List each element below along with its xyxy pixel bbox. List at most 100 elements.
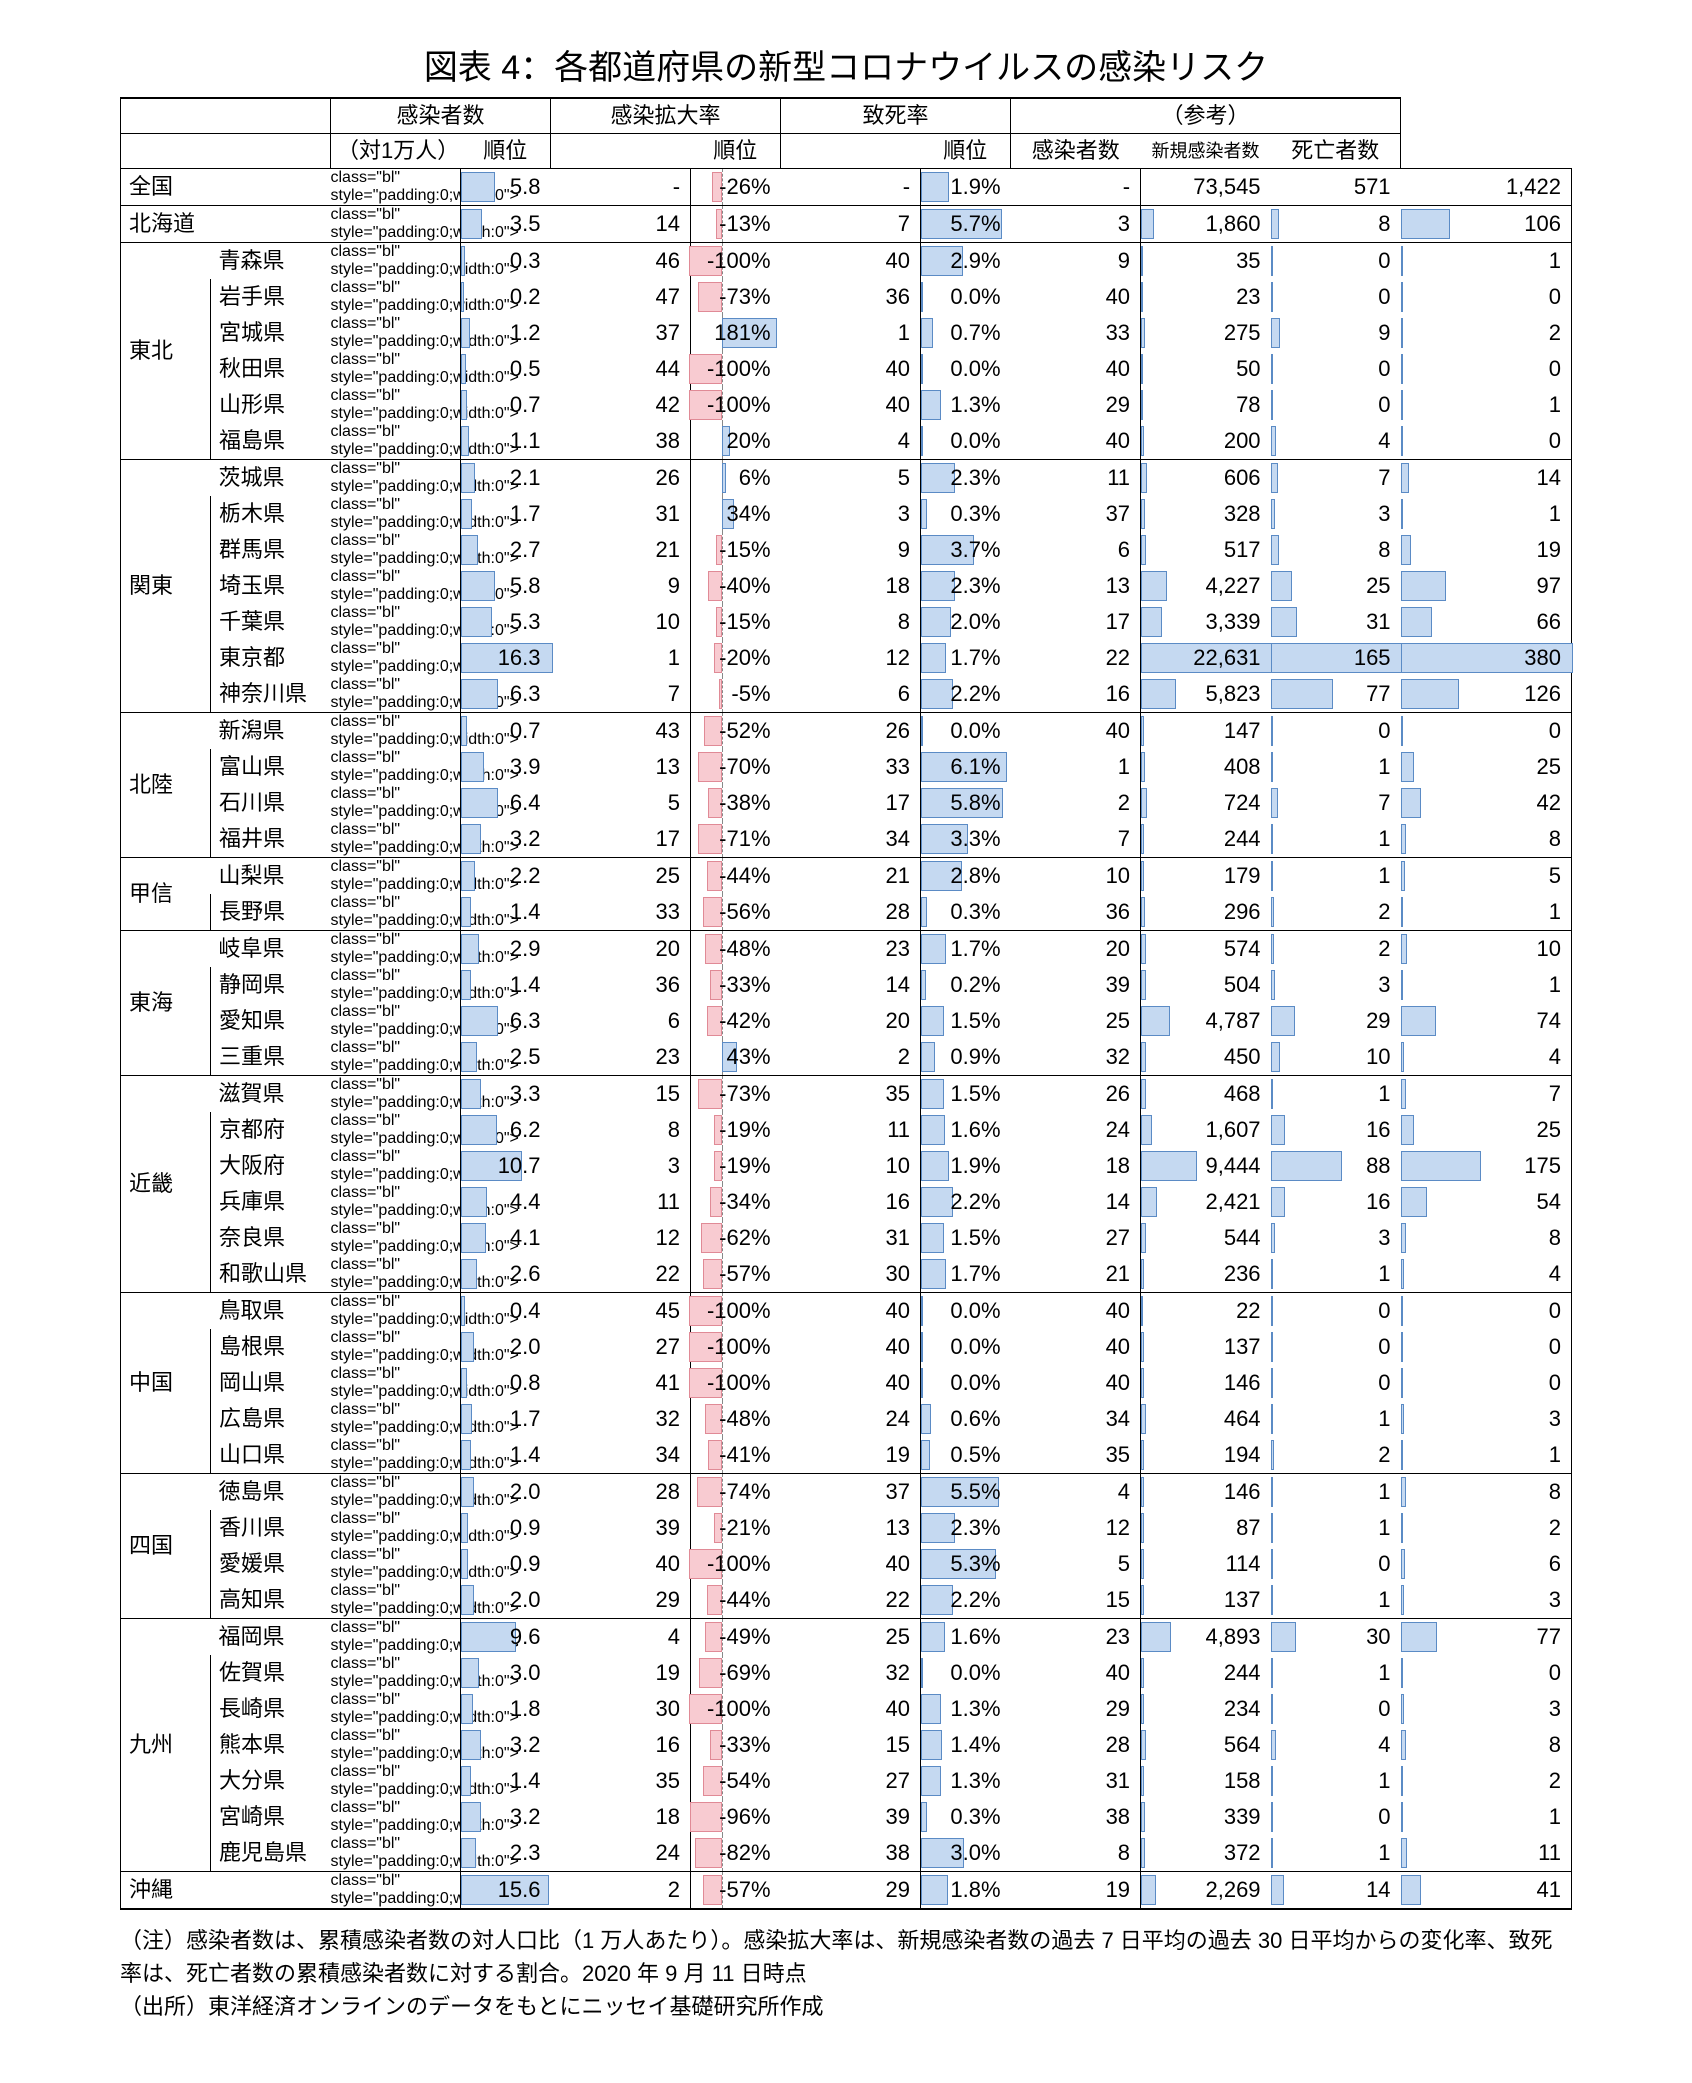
bar-cell: 5 bbox=[1401, 858, 1572, 895]
bar-cell: 88 bbox=[1271, 1148, 1401, 1184]
infected-rank: 5 bbox=[551, 785, 691, 821]
infected-rank: 39 bbox=[551, 1510, 691, 1546]
bar-cell: 158 bbox=[1141, 1763, 1271, 1799]
infected-rank: 22 bbox=[551, 1256, 691, 1293]
bar-cell: 1.3% bbox=[921, 1763, 1011, 1799]
bar-cell: 9,444 bbox=[1141, 1148, 1271, 1184]
region-name: 四国 bbox=[121, 1474, 211, 1619]
spread-bar: -13% bbox=[691, 206, 781, 243]
bar-cell: 137 bbox=[1141, 1582, 1271, 1619]
bar-cell: 10 bbox=[1271, 1039, 1401, 1076]
bar-cell: 2.3% bbox=[921, 460, 1011, 497]
bar-cell: 1 bbox=[1271, 1582, 1401, 1619]
bar-cell: 464 bbox=[1141, 1401, 1271, 1437]
spread-bar: -44% bbox=[691, 858, 781, 895]
bar-cell: 87 bbox=[1141, 1510, 1271, 1546]
infected-rank: 34 bbox=[551, 1437, 691, 1474]
fatality-rank: 34 bbox=[1011, 1401, 1141, 1437]
infected-rank: 44 bbox=[551, 351, 691, 387]
spread-rank: 40 bbox=[781, 1293, 921, 1330]
spread-bar: -100% bbox=[691, 243, 781, 280]
fatality-rank: 29 bbox=[1011, 1691, 1141, 1727]
infected-rank: 41 bbox=[551, 1365, 691, 1401]
spread-rank: 27 bbox=[781, 1763, 921, 1799]
spread-rank: 36 bbox=[781, 279, 921, 315]
infected-bar: 6.3 bbox=[461, 1003, 551, 1039]
bar-cell: 234 bbox=[1141, 1691, 1271, 1727]
fatality-rank: 9 bbox=[1011, 243, 1141, 280]
hdr-cases: 感染者数 bbox=[1011, 134, 1141, 169]
pref-name: 大分県 bbox=[211, 1763, 331, 1799]
bar-cell: 1.9% bbox=[921, 1148, 1011, 1184]
bar-cell: 41 bbox=[1401, 1872, 1572, 1910]
infected-bar: 1.4 bbox=[461, 1763, 551, 1799]
fatality-rank: 20 bbox=[1011, 931, 1141, 968]
bar-cell: 16 bbox=[1271, 1184, 1401, 1220]
infected-rank: 19 bbox=[551, 1655, 691, 1691]
bar-cell: 5.8% bbox=[921, 785, 1011, 821]
infected-rank: 16 bbox=[551, 1727, 691, 1763]
spread-rank: 39 bbox=[781, 1799, 921, 1835]
fatality-rank: 11 bbox=[1011, 460, 1141, 497]
bar-cell: 450 bbox=[1141, 1039, 1271, 1076]
bar-cell: 3,339 bbox=[1141, 604, 1271, 640]
fatality-rank: 38 bbox=[1011, 1799, 1141, 1835]
infected-rank: 18 bbox=[551, 1799, 691, 1835]
spread-rank: 5 bbox=[781, 460, 921, 497]
bar-cell: 0.2% bbox=[921, 967, 1011, 1003]
bar-cell: 77 bbox=[1401, 1619, 1572, 1656]
fatality-rank: 24 bbox=[1011, 1112, 1141, 1148]
infected-rank: 38 bbox=[551, 423, 691, 460]
spread-rank: 40 bbox=[781, 1329, 921, 1365]
fatality-rank: 27 bbox=[1011, 1220, 1141, 1256]
spread-bar: -100% bbox=[691, 387, 781, 423]
bar-cell: 2 bbox=[1401, 315, 1572, 351]
infected-bar: 5.8 bbox=[461, 169, 551, 206]
bar-cell: 175 bbox=[1401, 1148, 1572, 1184]
bar-cell: 468 bbox=[1141, 1076, 1271, 1113]
infected-bar: 3.2 bbox=[461, 821, 551, 858]
bar-cell: 6 bbox=[1401, 1546, 1572, 1582]
bar-cell: 194 bbox=[1141, 1437, 1271, 1474]
bar-cell: 1.8% bbox=[921, 1872, 1011, 1910]
spread-bar: -15% bbox=[691, 532, 781, 568]
infected-bar: 0.3 bbox=[461, 243, 551, 280]
infected-rank: 47 bbox=[551, 279, 691, 315]
infected-rank: 37 bbox=[551, 315, 691, 351]
bar-cell: 2 bbox=[1401, 1763, 1572, 1799]
risk-table: 感染者数 感染拡大率 致死率 （参考） （対1万人） 順位 順位 順位 感染者数… bbox=[120, 97, 1572, 1910]
spread-bar: -49% bbox=[691, 1619, 781, 1656]
bar-cell: 4 bbox=[1271, 1727, 1401, 1763]
bar-cell: 8 bbox=[1271, 532, 1401, 568]
fatality-rank: 19 bbox=[1011, 1872, 1141, 1910]
spread-rank: 1 bbox=[781, 315, 921, 351]
infected-bar: 1.7 bbox=[461, 1401, 551, 1437]
spread-rank: 35 bbox=[781, 1076, 921, 1113]
bar-cell: 30 bbox=[1271, 1619, 1401, 1656]
fatality-rank: 40 bbox=[1011, 423, 1141, 460]
bar-cell: 14 bbox=[1271, 1872, 1401, 1910]
bar-cell: 0 bbox=[1271, 1691, 1401, 1727]
infected-rank: 46 bbox=[551, 243, 691, 280]
infected-bar: 4.4 bbox=[461, 1184, 551, 1220]
spread-bar: 43% bbox=[691, 1039, 781, 1076]
pref-name: 京都府 bbox=[211, 1112, 331, 1148]
pref-name: 熊本県 bbox=[211, 1727, 331, 1763]
bar-cell: 8 bbox=[1271, 206, 1401, 243]
pref-name: 山梨県 bbox=[211, 858, 331, 895]
bar-cell: 35 bbox=[1141, 243, 1271, 280]
hdr-deaths: 死亡者数 bbox=[1271, 134, 1401, 169]
infected-rank: 7 bbox=[551, 676, 691, 713]
pref-name: 香川県 bbox=[211, 1510, 331, 1546]
bar-cell: 372 bbox=[1141, 1835, 1271, 1872]
bar-cell: 0.3% bbox=[921, 1799, 1011, 1835]
pref-name: 富山県 bbox=[211, 749, 331, 785]
bar-cell: 1 bbox=[1401, 243, 1572, 280]
infected-rank: 33 bbox=[551, 894, 691, 931]
pref-name: 長崎県 bbox=[211, 1691, 331, 1727]
bar-cell: 1 bbox=[1401, 496, 1572, 532]
region-name: 全国 bbox=[121, 169, 331, 206]
fatality-rank: 29 bbox=[1011, 387, 1141, 423]
bar-cell: 517 bbox=[1141, 532, 1271, 568]
infected-rank: 8 bbox=[551, 1112, 691, 1148]
